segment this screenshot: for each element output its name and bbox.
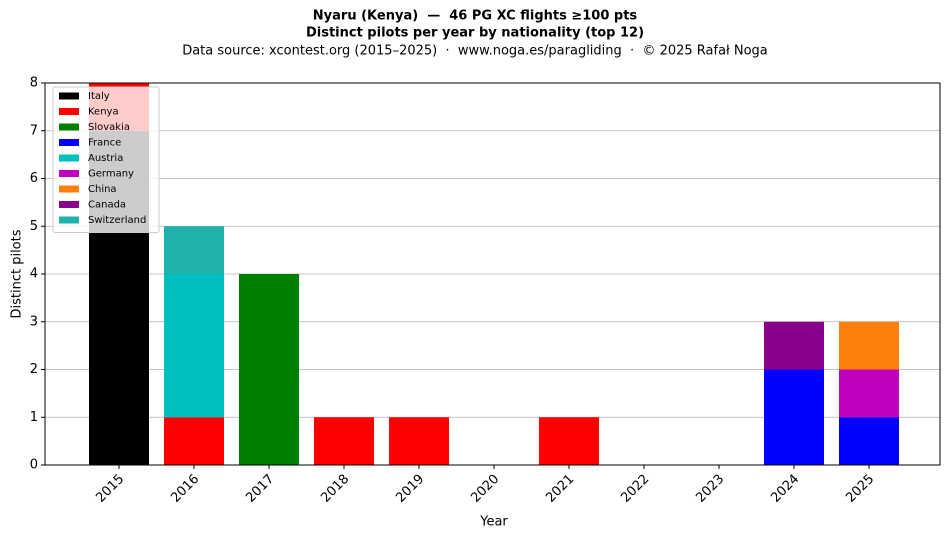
bar-segment	[239, 274, 299, 465]
legend-swatch	[59, 139, 79, 146]
legend-label: Kenya	[88, 107, 119, 118]
legend-swatch	[59, 154, 79, 162]
y-tick-label: 0	[30, 458, 38, 473]
legend-label: Germany	[88, 169, 134, 180]
bar-segment	[839, 417, 899, 465]
legend-label: France	[88, 138, 121, 149]
legend-swatch	[59, 185, 79, 193]
plot-frame	[44, 82, 941, 466]
legend-swatch	[59, 92, 79, 100]
legend-label: Switzerland	[88, 215, 146, 226]
x-tick-label: 2025	[843, 472, 877, 506]
legend-label: Canada	[88, 200, 126, 211]
legend-label: China	[88, 184, 117, 195]
legend-label: Austria	[88, 153, 123, 164]
x-tick-label: 2019	[393, 472, 427, 506]
source-note: Data source: xcontest.org (2015–2025) · …	[182, 44, 768, 59]
bar-segment	[839, 369, 899, 418]
x-tick-label: 2016	[168, 472, 202, 506]
x-tick-label: 2021	[543, 472, 577, 506]
x-tick-label: 2024	[768, 472, 802, 506]
bar-segment	[839, 321, 899, 370]
x-tick-label: 2020	[468, 472, 502, 506]
bar-segment	[764, 321, 824, 370]
y-tick-label: 4	[30, 267, 38, 282]
x-tick-label: 2015	[93, 472, 127, 506]
y-tick-label: 8	[30, 76, 38, 91]
bar-segment	[389, 417, 449, 465]
legend-swatch	[59, 201, 79, 208]
legend-label: Slovakia	[88, 122, 130, 133]
chart-subtitle: Distinct pilots per year by nationality …	[306, 26, 644, 41]
y-tick-label: 3	[30, 314, 38, 329]
x-axis-label: Year	[479, 515, 508, 530]
legend-swatch	[59, 216, 79, 224]
legend-box	[52, 86, 160, 233]
bar-segment	[314, 417, 374, 465]
legend-label: Italy	[88, 91, 110, 102]
legend: Italy Kenya Slovakia France Austria Germany Ch…	[52, 86, 160, 233]
legend-swatch	[59, 123, 79, 131]
bar-segment	[539, 417, 599, 465]
legend-swatch	[59, 108, 79, 115]
x-tick-label: 2023	[693, 472, 727, 506]
y-axis-label: Distinct pilots	[10, 229, 25, 318]
bar-segment	[164, 226, 224, 274]
y-tick-label: 6	[30, 171, 38, 186]
bar-segment	[164, 274, 224, 418]
chart-title: Nyaru (Kenya) — 46 PG XC flights ≥100 pt…	[313, 9, 638, 24]
y-tick-label: 5	[30, 219, 38, 234]
x-tick-label: 2017	[243, 472, 277, 506]
y-tick-label: 7	[30, 123, 38, 138]
y-tick-label: 1	[30, 410, 38, 425]
x-tick-label: 2018	[318, 472, 352, 506]
legend-swatch	[59, 170, 79, 177]
y-tick-label: 2	[30, 362, 38, 377]
bar-segment	[164, 417, 224, 465]
bar-segment	[764, 369, 824, 465]
x-tick-label: 2022	[618, 472, 652, 506]
